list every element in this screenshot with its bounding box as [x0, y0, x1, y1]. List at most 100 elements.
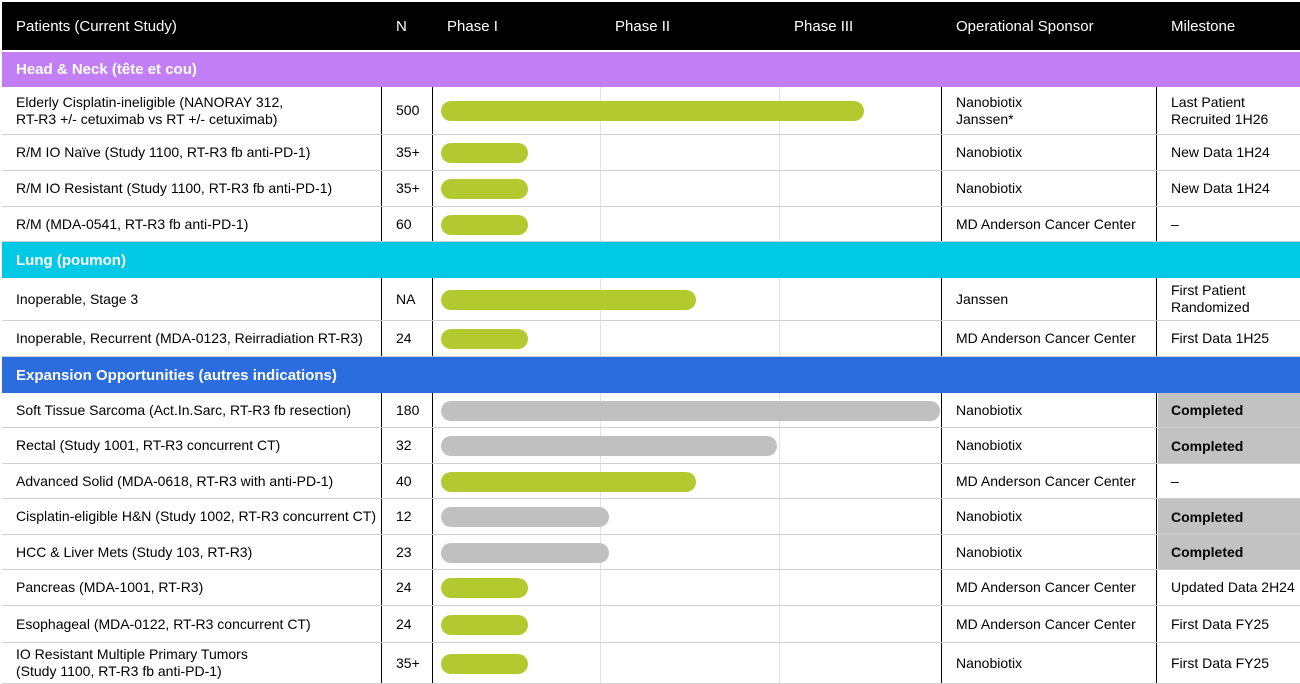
milestone-cell: Last Patient Recruited 1H26	[1171, 93, 1269, 127]
section-title: Head & Neck (tête et cou)	[16, 61, 197, 78]
phase-progress-bar	[441, 143, 528, 163]
column-divider	[941, 171, 942, 206]
sponsor-cell: Nanobiotix	[956, 508, 1023, 524]
column-divider	[779, 321, 780, 356]
column-divider	[779, 643, 780, 683]
milestone-cell: New Data 1H24	[1171, 180, 1270, 196]
column-divider	[941, 321, 942, 356]
column-divider	[1156, 393, 1157, 427]
column-divider	[432, 135, 433, 170]
milestone-cell: First Data 1H25	[1171, 330, 1270, 346]
milestone-cell: New Data 1H24	[1171, 144, 1270, 160]
table-row: New Data 1H24 R/M IO Resistant (Study 110…	[2, 171, 1300, 207]
sponsor-cell: Nanobiotix	[956, 437, 1023, 453]
patient-group-cell: Inoperable, Stage 3	[16, 290, 139, 307]
column-divider	[941, 207, 942, 241]
column-divider	[941, 87, 942, 134]
phase-progress-bar-completed	[441, 543, 609, 563]
milestone-label: Completed	[1171, 437, 1244, 454]
milestone-label: Completed	[1171, 402, 1244, 418]
phase-progress-bar	[441, 290, 696, 310]
patient-group-cell: Esophageal (MDA-0122, RT-R3 concurrent C…	[16, 615, 311, 632]
column-divider	[600, 606, 601, 642]
sponsor-cell: MD Anderson Cancer Center	[956, 215, 1136, 232]
n-cell: 24	[396, 579, 412, 595]
column-divider	[941, 535, 942, 569]
header-phase-3: Phase III	[794, 18, 854, 35]
column-divider	[779, 606, 780, 642]
milestone-cell: First Data FY25	[1171, 615, 1270, 632]
column-divider	[1156, 535, 1157, 569]
patient-group-cell: HCC & Liver Mets (Study 103, RT-R3)	[16, 543, 253, 560]
column-divider	[941, 135, 942, 170]
column-divider	[779, 278, 780, 320]
patient-group-cell: Cisplatin-eligible H&N (Study 1002, RT-R…	[16, 508, 376, 524]
patient-group-cell: Rectal (Study 1001, RT-R3 concurrent CT)	[16, 437, 281, 453]
header-phase-2: Phase II	[615, 18, 671, 35]
n-cell: 24	[396, 330, 412, 346]
phase-progress-bar	[441, 101, 864, 121]
patient-group-cell: R/M IO Naïve (Study 1100, RT-R3 fb anti-…	[16, 144, 311, 160]
column-divider	[432, 278, 433, 320]
table-row: Completed Soft Tissue Sarcoma (Act.In.Sar…	[2, 393, 1300, 428]
header-n: N	[396, 18, 407, 35]
column-divider	[1156, 171, 1157, 206]
column-divider	[432, 393, 433, 427]
column-divider	[941, 499, 942, 534]
completed-badge: Completed	[1158, 499, 1300, 534]
column-divider	[941, 464, 942, 498]
column-divider	[1156, 207, 1157, 241]
patient-group-cell: R/M IO Resistant (Study 1100, RT-R3 fb a…	[16, 180, 333, 196]
milestone-cell: First Patient Randomized	[1171, 282, 1250, 315]
column-divider	[1156, 570, 1157, 605]
phase-progress-bar	[441, 215, 528, 235]
sponsor-cell: Nanobiotix	[956, 401, 1023, 418]
header-patients: Patients (Current Study)	[16, 18, 177, 35]
column-divider	[381, 428, 382, 463]
sponsor-cell: Nanobiotix	[956, 654, 1023, 671]
column-divider	[600, 207, 601, 241]
n-cell: 180	[396, 401, 420, 418]
milestone-cell: –	[1171, 215, 1179, 232]
column-divider	[381, 171, 382, 206]
sponsor-cell: Nanobiotix	[956, 144, 1023, 160]
column-divider	[381, 207, 382, 241]
n-cell: 23	[396, 543, 412, 560]
column-divider	[600, 135, 601, 170]
table-row: New Data 1H24 R/M IO Naïve (Study 1100, R…	[2, 135, 1300, 171]
sponsor-cell: MD Anderson Cancer Center	[956, 615, 1136, 632]
n-cell: 35+	[396, 180, 420, 196]
patient-group-cell: Soft Tissue Sarcoma (Act.In.Sarc, RT-R3 …	[16, 401, 352, 418]
column-divider	[381, 464, 382, 498]
table-row: – Advanced Solid (MDA-0618, RT-R3 with an…	[2, 464, 1300, 499]
column-divider	[432, 464, 433, 498]
column-divider	[1156, 643, 1157, 683]
column-divider	[941, 606, 942, 642]
sponsor-cell: MD Anderson Cancer Center	[956, 472, 1136, 489]
column-divider	[941, 570, 942, 605]
table-row: Completed Rectal (Study 1001, RT-R3 concu…	[2, 428, 1300, 464]
patient-group-cell: Inoperable, Recurrent (MDA-0123, Reirrad…	[16, 330, 363, 346]
phase-progress-bar	[441, 472, 696, 492]
column-divider	[381, 393, 382, 427]
n-cell: 60	[396, 215, 412, 232]
sponsor-cell: MD Anderson Cancer Center	[956, 330, 1136, 346]
n-cell: 24	[396, 615, 412, 632]
table-row: Completed HCC & Liver Mets (Study 103, RT…	[2, 535, 1300, 570]
column-divider	[432, 643, 433, 683]
column-divider	[941, 393, 942, 427]
milestone-cell: Updated Data 2H24	[1171, 579, 1295, 595]
patient-group-cell: Advanced Solid (MDA-0618, RT-R3 with ant…	[16, 472, 334, 489]
column-divider	[381, 321, 382, 356]
n-cell: 500	[396, 102, 420, 118]
column-divider	[779, 428, 780, 463]
table-row: – R/M (MDA-0541, RT-R3 fb anti-PD-1) 60 MD …	[2, 207, 1300, 242]
column-divider	[779, 499, 780, 534]
n-cell: 32	[396, 437, 412, 453]
completed-badge: Completed	[1158, 428, 1300, 463]
phase-progress-bar	[441, 578, 528, 598]
sponsor-cell: MD Anderson Cancer Center	[956, 579, 1136, 595]
section-header-head-neck: Head & Neck (tête et cou)	[2, 52, 1300, 87]
table-row: Last Patient Recruited 1H26 Elderly Cispl…	[2, 87, 1300, 135]
column-divider	[432, 570, 433, 605]
